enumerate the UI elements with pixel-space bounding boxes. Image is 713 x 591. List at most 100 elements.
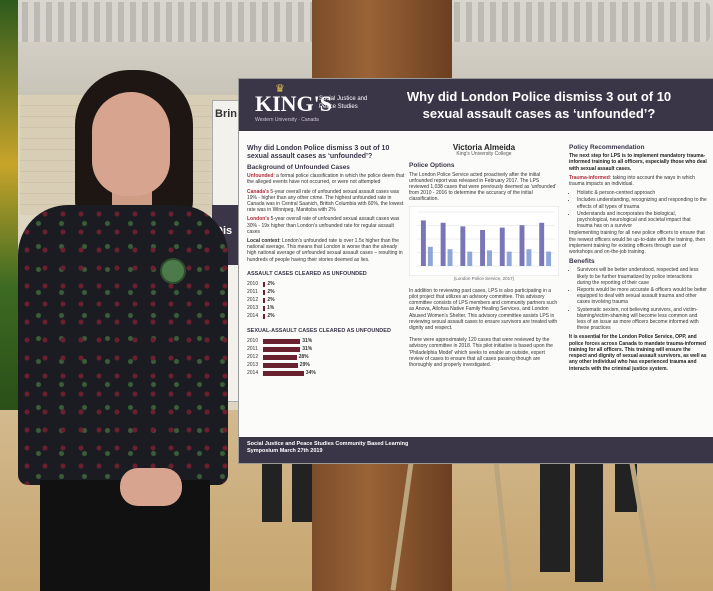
tick-label: 2012 xyxy=(247,296,259,303)
person-leg xyxy=(262,462,282,522)
conclusion-paragraph: It is essential for the London Police Se… xyxy=(569,334,707,372)
tick-label: 2013 xyxy=(247,304,259,311)
tick-label: 2010 xyxy=(247,280,259,287)
assault-chart: 2010 2% 2011 2% 2012 2% 2013 1% 2014 2% xyxy=(247,280,405,320)
list-item: Survivors will be better understood, res… xyxy=(577,267,707,286)
bar xyxy=(480,229,486,266)
recommendation-heading: Policy Recommendation xyxy=(569,144,645,151)
term: Canada's xyxy=(247,188,270,195)
footer-text: Social Justice and Peace Studies Communi… xyxy=(247,441,409,454)
right-column: Policy Recommendation The next step for … xyxy=(569,144,707,375)
data-label: 1% xyxy=(267,304,275,311)
definition-paragraph: Unfounded: a formal police classificatio… xyxy=(247,173,405,185)
poster-header xyxy=(239,79,713,131)
list-item: Includes understanding, recognizing and … xyxy=(577,197,707,209)
tick-label: 2014 xyxy=(247,312,259,319)
pilot-paragraph: In addition to reviewing past cases, LPS… xyxy=(409,287,558,332)
list-item: Systematic sexism, not believing survivo… xyxy=(577,307,707,332)
bar xyxy=(263,362,298,368)
bar xyxy=(427,246,433,266)
bar-row: 2011 2% xyxy=(247,288,405,296)
bar xyxy=(460,226,466,266)
person-face xyxy=(92,92,170,196)
assault-chart-title: ASSAULT CASES CLEARED AS UNFOUNDED xyxy=(247,270,367,277)
bar xyxy=(263,370,304,376)
trauma-definition: Trauma-informed: taking into account the… xyxy=(569,175,707,187)
chart-source: (London Police Service, 2017) xyxy=(453,275,515,281)
research-poster: ♛ KING'S Western University · Canada Soc… xyxy=(238,78,713,464)
poster-title: Why did London Police dismiss 3 out of 1… xyxy=(406,89,672,121)
logo-subtitle: Western University · Canada xyxy=(255,117,319,123)
local-paragraph: Local context: London's unfounded rate i… xyxy=(247,238,405,263)
bar xyxy=(519,224,525,266)
list-item: Understands and incorporates the biologi… xyxy=(577,211,707,230)
tick-label: 2013 xyxy=(247,362,259,369)
person-leg xyxy=(575,462,603,582)
data-label: 31% xyxy=(302,338,313,345)
term-text: : a formal police classification in whic… xyxy=(247,173,405,186)
bar-row: 2012 2% xyxy=(247,296,405,304)
department-name: Social Justice and Peace Studies xyxy=(319,96,368,110)
bar xyxy=(546,251,552,266)
bar-row: 2014 34% xyxy=(247,369,405,377)
data-label: 2% xyxy=(267,280,275,287)
list-item: Reports would be more accurate & officer… xyxy=(577,287,707,306)
benefits-heading: Benefits xyxy=(569,258,595,266)
data-label: 31% xyxy=(302,346,313,353)
person-leg xyxy=(540,462,570,572)
bar xyxy=(487,250,492,266)
background-heading: Background of Unfounded Cases xyxy=(247,164,350,171)
bar xyxy=(263,281,266,287)
bar xyxy=(263,313,266,319)
person-pin-badge xyxy=(160,258,186,284)
author-name: Victoria Almeida xyxy=(452,143,516,152)
author-institution: King's University College xyxy=(456,151,512,158)
data-label: 34% xyxy=(305,370,316,377)
bar xyxy=(467,251,473,266)
kings-logo: KING'S xyxy=(255,91,333,116)
bar xyxy=(263,338,301,344)
bar-row: 2010 31% xyxy=(247,337,405,345)
bar xyxy=(447,248,453,266)
tick-label: 2014 xyxy=(247,370,259,377)
bar-row: 2012 28% xyxy=(247,353,405,361)
poster-footer xyxy=(239,437,713,463)
bar-row: 2013 29% xyxy=(247,361,405,369)
bar-row: 2010 2% xyxy=(247,280,405,288)
person-floral-blouse xyxy=(18,205,228,485)
bar-row: 2013 1% xyxy=(247,304,405,312)
data-label: 2% xyxy=(267,288,275,295)
implementation-paragraph: Implementing training for all new police… xyxy=(569,230,706,256)
term: London's xyxy=(247,216,270,223)
bar xyxy=(263,289,266,295)
term-text: 5-year overall rate of unfounded sexual … xyxy=(247,216,400,235)
trauma-bullets: Holistic & person-centred approach Inclu… xyxy=(569,190,707,229)
flower-plants xyxy=(0,0,18,410)
bar xyxy=(263,297,266,303)
term: Unfounded xyxy=(247,173,274,180)
data-label: 2% xyxy=(267,296,275,303)
left-column: Why did London Police dismiss 3 out of 1… xyxy=(247,145,405,377)
bar-row: 2014 2% xyxy=(247,312,405,320)
term-text: : London's unfounded rate is over 1.5x h… xyxy=(247,238,403,263)
sexual-assault-chart: 2010 31% 2011 31% 2012 28% 2013 29% 2014 34% xyxy=(247,337,405,377)
sexual-assault-chart-title: SEXUAL-ASSAULT CASES CLEARED AS UNFOUNDE… xyxy=(247,328,391,335)
background-poster-text: Brin xyxy=(215,108,237,120)
middle-column: Victoria Almeida King's University Colle… xyxy=(409,143,559,371)
bar xyxy=(263,346,301,352)
cases-paragraph: There were approximately 120 cases that … xyxy=(409,337,553,369)
tick-label: 2011 xyxy=(247,288,258,295)
left-heading: Why did London Police dismiss 3 out of 1… xyxy=(247,145,390,160)
person-hands xyxy=(120,468,182,506)
list-item: Holistic & person-centred approach xyxy=(577,190,707,196)
tick-label: 2012 xyxy=(247,354,259,361)
tick-label: 2010 xyxy=(247,338,259,345)
bar-row: 2011 31% xyxy=(247,345,405,353)
data-label: 2% xyxy=(267,312,275,319)
term: Trauma-informed xyxy=(569,174,610,181)
bar xyxy=(499,227,505,266)
bar xyxy=(263,354,297,360)
reviewed-cases-chart xyxy=(409,205,559,276)
bar xyxy=(440,222,446,266)
